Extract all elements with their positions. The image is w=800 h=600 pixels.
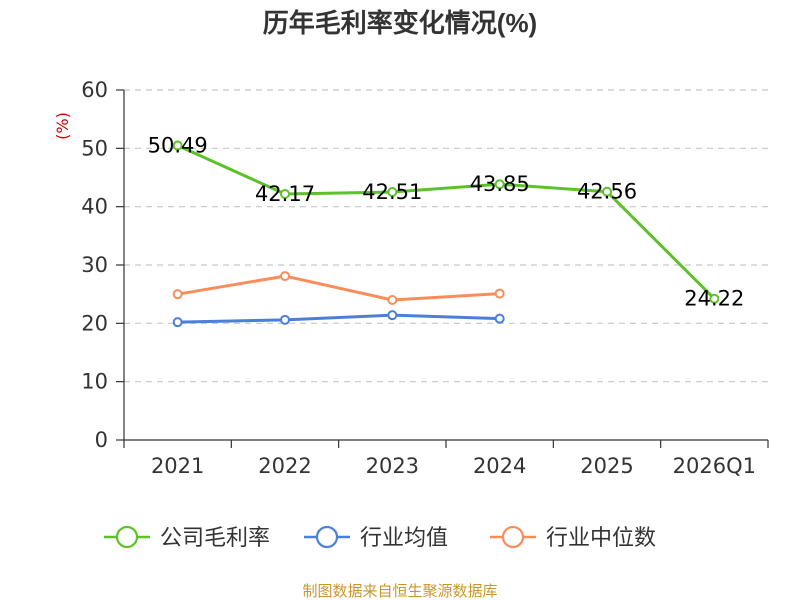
data-point bbox=[709, 293, 720, 304]
data-point bbox=[172, 317, 183, 328]
legend-item-0[interactable]: 公司毛利率 bbox=[104, 525, 270, 551]
data-point bbox=[494, 179, 505, 190]
data-label: 42.51 bbox=[362, 180, 422, 204]
axes: 0 10 20 30 40 50 60 2021 2022 2023 2024 2025 2026Q1 bbox=[81, 78, 769, 478]
series-line-1 bbox=[177, 313, 500, 324]
data-label: 42.56 bbox=[577, 180, 637, 204]
legend-marker-icon bbox=[501, 525, 525, 549]
y-tick-label: 40 bbox=[81, 195, 108, 219]
legend-label: 行业均值 bbox=[360, 526, 448, 551]
data-point bbox=[494, 313, 505, 324]
data-point bbox=[494, 288, 505, 299]
data-point bbox=[387, 295, 398, 305]
data-point bbox=[280, 314, 290, 325]
data-label: 50.49 bbox=[148, 133, 208, 157]
data-label: 24.22 bbox=[684, 287, 744, 311]
source-note: 制图数据来自恒生聚源数据库 bbox=[302, 582, 497, 600]
data-label: 42.17 bbox=[255, 182, 315, 206]
series-line-2 bbox=[177, 274, 500, 302]
legend-marker-icon bbox=[115, 525, 139, 549]
y-tick-label: 60 bbox=[81, 78, 108, 102]
y-axis-unit-label: (%) bbox=[53, 112, 72, 140]
data-labels: 50.49 42.17 42.51 43.85 42.56 24.22 bbox=[148, 133, 745, 310]
x-tick-label: 2022 bbox=[258, 454, 311, 478]
grid-lines bbox=[124, 89, 768, 383]
x-tick-label: 2026Q1 bbox=[673, 454, 756, 478]
y-tick-label: 0 bbox=[95, 428, 108, 452]
legend-label: 行业中位数 bbox=[546, 526, 656, 551]
legend-item-2[interactable]: 行业中位数 bbox=[490, 525, 656, 551]
data-point bbox=[387, 187, 398, 198]
y-tick-label: 50 bbox=[81, 136, 108, 160]
chart-title: 历年毛利率变化情况(%) bbox=[263, 8, 537, 38]
data-point bbox=[172, 289, 183, 300]
legend-item-1[interactable]: 行业均值 bbox=[304, 525, 448, 551]
x-tick-label: 2021 bbox=[151, 454, 204, 478]
y-tick-label: 10 bbox=[81, 370, 108, 394]
x-tick-label: 2024 bbox=[473, 454, 526, 478]
data-point bbox=[280, 271, 290, 282]
legend-label: 公司毛利率 bbox=[160, 526, 270, 551]
legend[interactable]: 公司毛利率 行业均值 行业中位数 bbox=[104, 525, 656, 551]
data-label: 43.85 bbox=[470, 172, 530, 196]
data-point bbox=[280, 189, 290, 200]
y-tick-label: 30 bbox=[81, 253, 108, 277]
data-point bbox=[172, 140, 183, 151]
series-lines bbox=[172, 140, 720, 328]
x-tick-label: 2025 bbox=[580, 454, 633, 478]
series-line-0 bbox=[177, 144, 716, 300]
data-point bbox=[602, 186, 612, 197]
x-tick-label: 2023 bbox=[366, 454, 419, 478]
y-tick-label: 20 bbox=[81, 311, 108, 335]
data-point bbox=[387, 310, 398, 321]
legend-marker-icon bbox=[315, 525, 339, 549]
